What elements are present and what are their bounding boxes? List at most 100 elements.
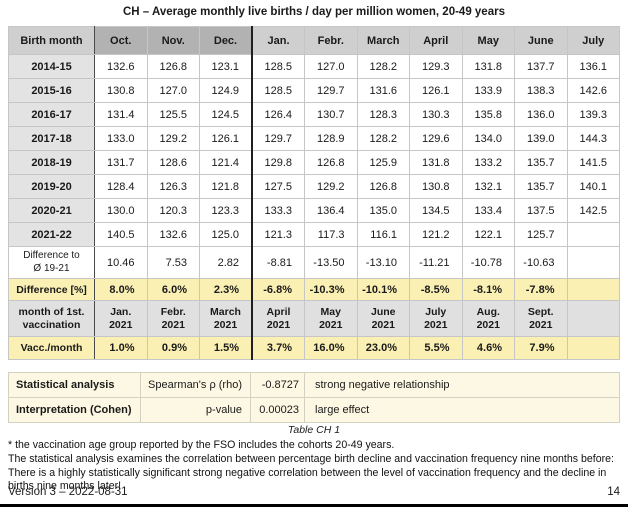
difference-pct-row: Difference [%] 8.0% 6.0% 2.3% -6.8% -10.3% -10…	[8, 278, 620, 301]
stats-value-cell: 0.00023	[250, 397, 305, 423]
value-cell: 130.8	[409, 174, 463, 199]
page-number: 14	[607, 486, 620, 498]
value-cell: 130.8	[94, 78, 148, 103]
value-cell: 128.2	[356, 54, 410, 79]
difference-cell: -11.21	[409, 246, 463, 279]
value-cell: 129.2	[146, 126, 200, 151]
difference-pct-cell: -8.5%	[409, 278, 463, 301]
value-cell: 129.7	[304, 78, 358, 103]
value-cell: 136.0	[514, 102, 568, 127]
value-cell: 128.5	[251, 78, 305, 103]
footnote-line: The statistical analysis examines the co…	[8, 452, 614, 465]
value-cell: 125.9	[356, 150, 410, 175]
value-cell: 133.3	[251, 198, 305, 223]
difference-pct-cell: -10.1%	[356, 278, 410, 301]
vaccination-pct-cell: 0.9%	[146, 336, 200, 360]
value-cell: 131.8	[461, 54, 515, 79]
main-table-body: Birth month Oct. Nov. Dec. Jan. Febr. March Apr…	[8, 26, 620, 360]
value-cell: 132.6	[94, 54, 148, 79]
header-month-cell: July	[566, 26, 620, 55]
header-month-cell: Jan.	[251, 26, 305, 55]
value-cell: 126.1	[199, 126, 253, 151]
year-row-label: 2018-19	[8, 150, 95, 175]
difference-pct-cell: -6.8%	[251, 278, 305, 301]
footnote-line: births nine months later!	[8, 480, 122, 493]
value-cell: 137.7	[514, 54, 568, 79]
header-month-cell: June	[514, 26, 568, 55]
difference-pct-cell	[566, 278, 620, 301]
vaccination-pct-cell: 16.0%	[304, 336, 358, 360]
year-row: 2014-15 132.6 126.8 123.1 128.5 127.0 128.2 129…	[8, 54, 620, 79]
value-cell: 129.2	[304, 174, 358, 199]
value-cell: 125.5	[146, 102, 200, 127]
stats-label-cell: Statistical analysis	[8, 372, 141, 398]
header-row-label: Birth month	[8, 26, 95, 55]
value-cell: 138.3	[514, 78, 568, 103]
vaccination-month-cell: April 2021	[251, 300, 305, 337]
value-cell: 135.8	[461, 102, 515, 127]
version-label: Version 3 – 2022-08-31	[8, 486, 128, 498]
footnotes: * the vaccination age group reported by …	[8, 439, 624, 494]
vaccination-pct-cell: 7.9%	[514, 336, 568, 360]
value-cell: 130.3	[409, 102, 463, 127]
year-row: 2021-22 140.5 132.6 125.0 121.3 117.3 116.1 121…	[8, 222, 620, 247]
stats-table: Statistical analysis Spearman's ρ (rho) -0…	[8, 372, 620, 423]
value-cell: 123.1	[199, 54, 253, 79]
value-cell: 142.6	[566, 78, 620, 103]
year-row: 2017-18 133.0 129.2 126.1 129.7 128.9 128.2 129…	[8, 126, 620, 151]
value-cell: 135.0	[356, 198, 410, 223]
value-cell: 128.3	[356, 102, 410, 127]
value-cell: 122.1	[461, 222, 515, 247]
vaccination-pct-cell: 1.5%	[199, 336, 253, 360]
difference-cell: -8.81	[251, 246, 305, 279]
vaccination-pct-cell: 23.0%	[356, 336, 410, 360]
year-row: 2018-19 131.7 128.6 121.4 129.8 126.8 125.9 131…	[8, 150, 620, 175]
vaccination-month-cell: Febr. 2021	[146, 300, 200, 337]
page-bottom-rule	[0, 504, 628, 507]
difference-cell: 10.46	[94, 246, 148, 279]
value-cell: 123.3	[199, 198, 253, 223]
value-cell: 121.8	[199, 174, 253, 199]
stats-row: Statistical analysis Spearman's ρ (rho) -0…	[8, 372, 620, 398]
value-cell: 126.1	[409, 78, 463, 103]
difference-cell: -10.63	[514, 246, 568, 279]
vaccination-pct-cell	[566, 336, 620, 360]
value-cell: 128.4	[94, 174, 148, 199]
difference-cell: -10.78	[461, 246, 515, 279]
year-row-label: 2016-17	[8, 102, 95, 127]
value-cell: 140.5	[94, 222, 148, 247]
value-cell: 139.3	[566, 102, 620, 127]
value-cell: 132.6	[146, 222, 200, 247]
stats-interpretation-cell: strong negative relationship	[304, 372, 620, 398]
value-cell: 140.1	[566, 174, 620, 199]
value-cell: 130.7	[304, 102, 358, 127]
value-cell: 121.3	[251, 222, 305, 247]
value-cell: 128.5	[251, 54, 305, 79]
value-cell: 133.2	[461, 150, 515, 175]
vaccination-month-row: month of 1st. vaccination Jan. 2021 Febr. …	[8, 300, 620, 337]
main-table: Birth month Oct. Nov. Dec. Jan. Febr. March Apr…	[8, 26, 620, 360]
difference-pct-cell: -10.3%	[304, 278, 358, 301]
vaccination-pct-row: Vacc./month 1.0% 0.9% 1.5% 3.7% 16.0% 23.0% 5.5…	[8, 336, 620, 360]
year-row: 2020-21 130.0 120.3 123.3 133.3 136.4 135.0 134…	[8, 198, 620, 223]
footnote-line: There is a highly statistically signific…	[8, 466, 607, 479]
value-cell: 136.4	[304, 198, 358, 223]
value-cell: 139.0	[514, 126, 568, 151]
year-row: 2019-20 128.4 126.3 121.8 127.5 129.2 126.8 130…	[8, 174, 620, 199]
header-month-cell: Dec.	[199, 26, 253, 55]
year-row-label: 2015-16	[8, 78, 95, 103]
difference-row: Difference to Ø 19-21 10.46 7.53 2.82 -8.81-…	[8, 246, 620, 279]
value-cell: 127.0	[146, 78, 200, 103]
header-month-cell: Febr.	[304, 26, 358, 55]
stats-metric-cell: Spearman's ρ (rho)	[140, 372, 251, 398]
value-cell: 136.1	[566, 54, 620, 79]
header-row: Birth month Oct. Nov. Dec. Jan. Febr. March Apr…	[8, 26, 620, 55]
value-cell: 129.6	[409, 126, 463, 151]
vaccination-month-row-label: month of 1st. vaccination	[8, 300, 95, 337]
value-cell: 128.9	[304, 126, 358, 151]
year-row-label: 2014-15	[8, 54, 95, 79]
year-row-label: 2020-21	[8, 198, 95, 223]
difference-pct-cell: -7.8%	[514, 278, 568, 301]
stats-label-cell: Interpretation (Cohen)	[8, 397, 141, 423]
year-row-label: 2021-22	[8, 222, 95, 247]
